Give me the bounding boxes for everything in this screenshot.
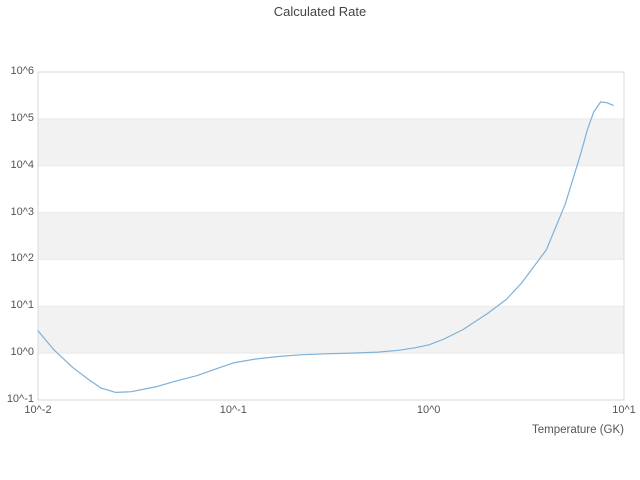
y-tick-label: 10^5: [10, 111, 34, 124]
decade-band: [38, 306, 624, 354]
x-tick-label: 10^1: [612, 404, 636, 416]
chart-title: Calculated Rate: [273, 4, 367, 19]
y-tick-label: 10^-1: [6, 393, 34, 405]
y-tick-label: 10^3: [10, 205, 34, 218]
y-tick-label: 10^2: [10, 252, 34, 265]
decade-band: [38, 118, 624, 166]
x-tick-label: 10^-2: [24, 404, 52, 416]
y-tick-label: 10^6: [10, 65, 34, 77]
y-tick-label: 10^0: [10, 346, 34, 359]
x-tick-label: 10^0: [416, 404, 441, 416]
decade-band: [38, 212, 624, 260]
y-tick-label: 10^4: [10, 158, 34, 171]
calculated-rate-line: [37, 101, 614, 393]
x-axis-label: Temperature (GK): [531, 424, 624, 436]
y-tick-label: 10^1: [10, 299, 34, 312]
x-tick-label: 10^-1: [219, 404, 247, 416]
plot-border: [37, 71, 625, 401]
